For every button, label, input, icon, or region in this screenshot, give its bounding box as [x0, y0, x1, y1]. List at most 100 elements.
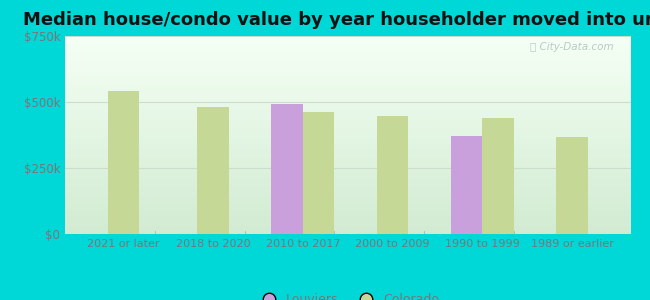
Bar: [65, 67, 630, 68]
Bar: [65, 63, 630, 64]
Bar: [65, 191, 630, 192]
Bar: [65, 141, 630, 142]
Bar: [65, 184, 630, 185]
Bar: [65, 213, 630, 214]
Bar: [65, 172, 630, 174]
Bar: [303, 112, 334, 234]
Bar: [65, 102, 630, 103]
Bar: [65, 53, 630, 54]
Bar: [65, 168, 630, 169]
Bar: [65, 196, 630, 197]
Bar: [65, 61, 630, 62]
Bar: [65, 88, 630, 89]
Bar: [65, 54, 630, 55]
Bar: [65, 115, 630, 116]
Bar: [65, 174, 630, 175]
Bar: [65, 120, 630, 121]
Bar: [65, 156, 630, 157]
Bar: [65, 64, 630, 65]
Bar: [65, 79, 630, 80]
Bar: [65, 204, 630, 205]
Bar: [482, 118, 514, 234]
Bar: [65, 108, 630, 109]
Bar: [65, 205, 630, 206]
Bar: [65, 146, 630, 147]
Bar: [65, 111, 630, 112]
Bar: [65, 137, 630, 138]
Bar: [65, 90, 630, 92]
Bar: [65, 216, 630, 217]
Bar: [65, 47, 630, 48]
Bar: [65, 169, 630, 170]
Bar: [65, 85, 630, 86]
Bar: [65, 226, 630, 227]
Bar: [272, 104, 303, 234]
Bar: [65, 159, 630, 160]
Bar: [65, 58, 630, 59]
Bar: [65, 231, 630, 232]
Bar: [65, 223, 630, 224]
Bar: [65, 85, 630, 86]
Bar: [65, 153, 630, 154]
Bar: [65, 165, 630, 166]
Bar: [65, 221, 630, 222]
Bar: [65, 80, 630, 82]
Bar: [65, 133, 630, 134]
Bar: [65, 157, 630, 158]
Bar: [65, 147, 630, 148]
Bar: [65, 206, 630, 207]
Bar: [65, 104, 630, 105]
Bar: [65, 105, 630, 106]
Bar: [65, 56, 630, 57]
Bar: [65, 225, 630, 226]
Bar: [65, 121, 630, 122]
Bar: [65, 227, 630, 228]
Bar: [65, 110, 630, 111]
Bar: [65, 40, 630, 41]
Bar: [65, 126, 630, 127]
Bar: [65, 145, 630, 146]
Bar: [65, 162, 630, 163]
Bar: [65, 122, 630, 123]
Bar: [65, 217, 630, 218]
Bar: [65, 39, 630, 40]
Bar: [65, 188, 630, 190]
Bar: [65, 150, 630, 151]
Bar: [65, 82, 630, 83]
Bar: [65, 129, 630, 130]
Bar: [65, 44, 630, 45]
Bar: [65, 98, 630, 99]
Bar: [65, 106, 630, 107]
Bar: [65, 207, 630, 208]
Bar: [65, 37, 630, 38]
Bar: [65, 200, 630, 201]
Bar: [65, 154, 630, 155]
Bar: [65, 95, 630, 96]
Bar: [65, 208, 630, 209]
Bar: [65, 134, 630, 135]
Bar: [65, 178, 630, 179]
Bar: [65, 229, 630, 230]
Bar: [65, 123, 630, 124]
Bar: [65, 142, 630, 143]
Bar: [65, 202, 630, 203]
Bar: [65, 161, 630, 162]
Bar: [65, 185, 630, 187]
Bar: [65, 158, 630, 159]
Bar: [65, 89, 630, 90]
Bar: [65, 197, 630, 198]
Bar: [65, 114, 630, 115]
Bar: [65, 51, 630, 52]
Bar: [65, 41, 630, 42]
Bar: [65, 143, 630, 144]
Bar: [65, 73, 630, 74]
Bar: [65, 49, 630, 50]
Bar: [65, 218, 630, 219]
Bar: [65, 181, 630, 182]
Bar: [65, 125, 630, 126]
Bar: [65, 130, 630, 131]
Bar: [65, 48, 630, 49]
Bar: [65, 45, 630, 46]
Bar: [65, 192, 630, 194]
Bar: [65, 176, 630, 177]
